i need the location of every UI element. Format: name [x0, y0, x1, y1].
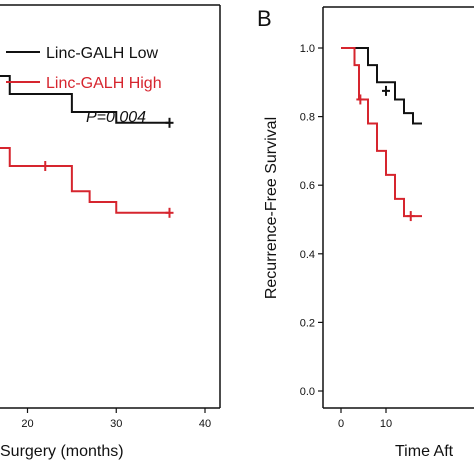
panel-b-x-tick-label: 0 — [338, 418, 344, 430]
panel-b-y-tick-label: 0.0 — [300, 386, 315, 398]
panel-b-ticks: 0.0 0.2 0.4 0.6 0.8 1.0 0 10 — [300, 43, 392, 430]
panel-b-y-tick-label: 1.0 — [300, 43, 315, 55]
p-value-annotation: P=0.004 — [86, 109, 146, 126]
panel-b-series — [341, 47, 422, 222]
panel-a-high-curve — [0, 147, 170, 214]
panel-b-y-axis-title: Recurrence-Free Survival — [263, 117, 280, 299]
legend-high-label: Linc-GALH High — [46, 75, 162, 92]
panel-b-x-tick-label: 10 — [380, 418, 392, 430]
panel-b-low-curve — [341, 47, 422, 125]
panel-b-y-tick-label: 0.2 — [300, 317, 315, 329]
legend-low-label: Linc-GALH Low — [46, 45, 158, 62]
panel-a-ticks: 20 30 40 — [21, 408, 211, 430]
panel-b-axes — [322, 6, 474, 409]
panel-b-y-tick-label: 0.6 — [300, 180, 315, 192]
panel-a-x-tick-label: 40 — [199, 418, 211, 430]
panel-a-legend: Linc-GALH Low Linc-GALH High — [6, 45, 162, 92]
panel-b-high-curve — [341, 47, 422, 218]
panel-b-letter: B — [257, 6, 272, 31]
panel-a-x-tick-label: 20 — [21, 418, 33, 430]
panel-b: B 0.0 0.2 0.4 0.6 0.8 1.0 0 10 Recurrence-Free … — [257, 6, 474, 460]
panel-a-x-axis-title: Surgery (months) — [0, 443, 124, 460]
panel-b-y-tick-label: 0.4 — [300, 249, 315, 261]
panel-a-axes — [0, 4, 221, 409]
panel-b-x-axis-title: Time Aft — [395, 443, 454, 460]
panel-b-y-tick-label: 0.8 — [300, 112, 315, 124]
panel-a-series — [0, 75, 174, 218]
panel-a: 20 30 40 Linc-GALH Low Linc-GALH High P=0.… — [0, 4, 221, 460]
panel-a-low-curve — [0, 75, 170, 124]
panel-a-x-tick-label: 30 — [110, 418, 122, 430]
